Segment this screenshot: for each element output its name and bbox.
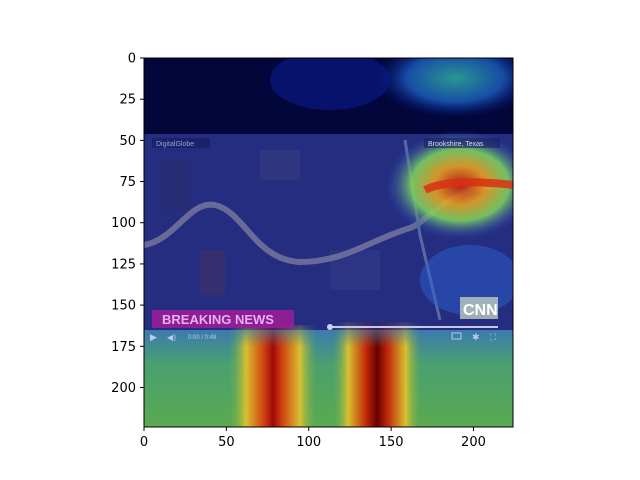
fullscreen-icon: ⛶ (489, 332, 497, 343)
breaking-news-text: BREAKING NEWS (162, 312, 274, 327)
plot-image: DigitalGlobe Brookshire, Texas BREAKING … (144, 58, 513, 427)
watermark-left: DigitalGlobe (156, 141, 194, 148)
y-tick-label: 175 (111, 340, 136, 355)
y-axis: 0 25 50 75 100 125 150 175 200 (111, 52, 144, 396)
x-tick-label: 0 (140, 435, 148, 450)
x-axis: 0 50 100 150 200 (140, 427, 486, 450)
captions-icon (451, 332, 462, 340)
x-tick-label: 200 (461, 435, 486, 450)
volume-icon: ◀) (167, 333, 176, 342)
player-time: 0:00 / 0:48 (188, 335, 217, 341)
y-tick-label: 25 (119, 93, 136, 108)
y-tick-label: 50 (119, 134, 136, 149)
progress-knob (327, 324, 333, 330)
play-icon: ▶ (150, 333, 157, 343)
y-tick-label: 75 (119, 175, 136, 190)
watermark-right: Brookshire, Texas (428, 141, 484, 148)
x-tick-label: 50 (218, 435, 235, 450)
x-tick-label: 150 (379, 435, 404, 450)
y-tick-label: 0 (128, 52, 136, 67)
y-tick-label: 125 (111, 257, 136, 272)
cnn-logo-text: CNN (463, 302, 498, 319)
plot-frame (143, 57, 514, 428)
y-tick-label: 200 (111, 381, 136, 396)
breaking-news-banner (152, 310, 294, 328)
heat-band-bottom (144, 330, 513, 427)
cnn-logo (460, 297, 498, 319)
heat-column-right (332, 322, 422, 427)
heat-column-left (228, 325, 318, 427)
y-tick-label: 100 (111, 216, 136, 231)
heat-blob-top (375, 58, 513, 118)
x-tick-label: 100 (296, 435, 321, 450)
y-tick-label: 150 (111, 299, 136, 314)
gear-icon: ✱ (472, 333, 480, 343)
